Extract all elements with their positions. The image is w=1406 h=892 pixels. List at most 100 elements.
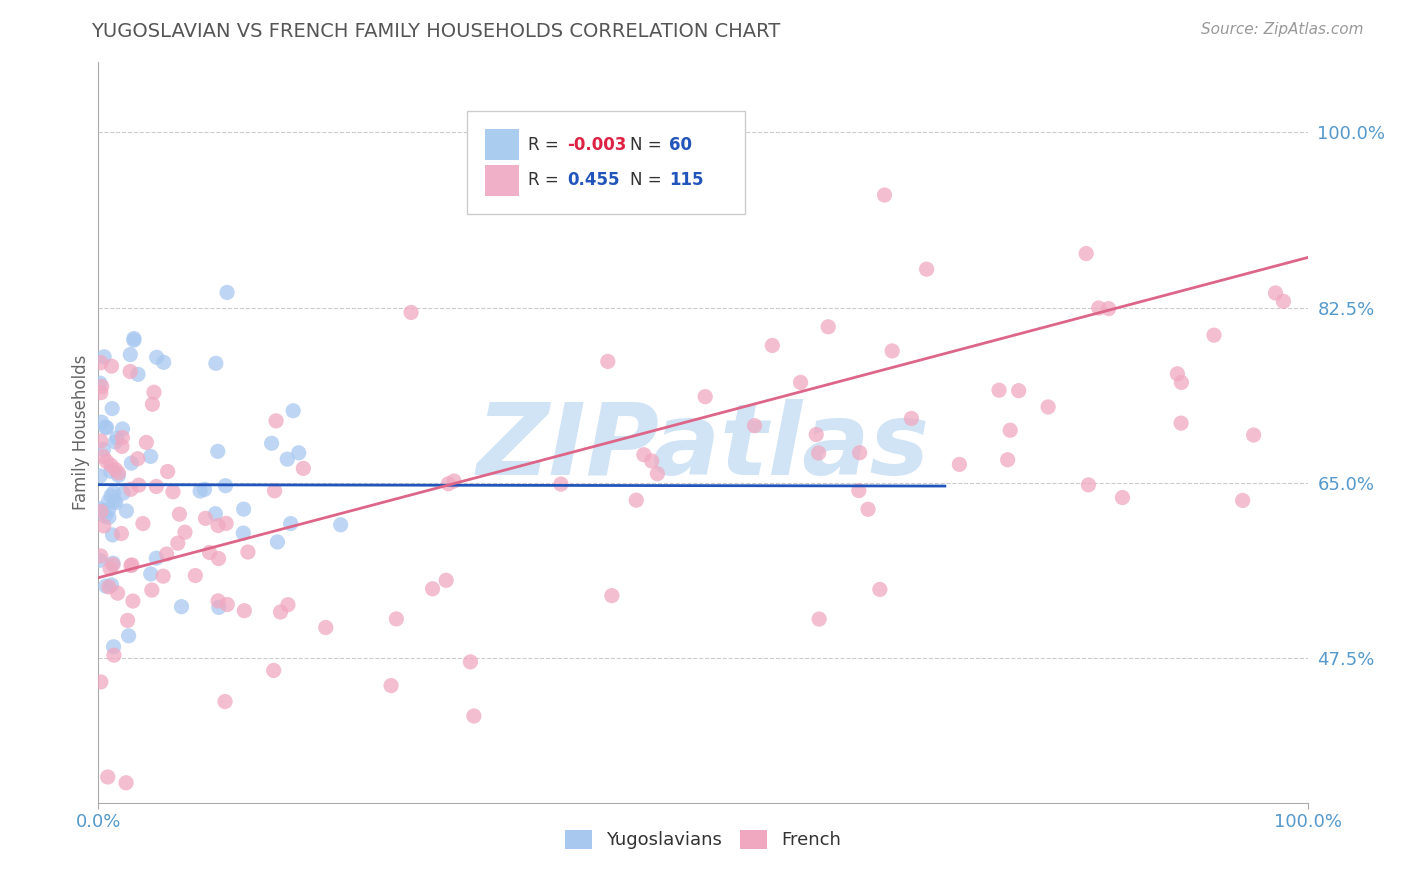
Point [1036, 400, 1059, 414]
Point [1264, 285, 1286, 300]
Point [117, 629, 139, 643]
Point [817, 319, 839, 334]
Point [111, 439, 134, 453]
Point [121, 558, 143, 572]
Bar [485, 165, 519, 195]
Point [90, 549, 112, 563]
Point [117, 614, 139, 628]
Point [236, 545, 259, 559]
Point [127, 451, 149, 466]
Point [94, 420, 117, 434]
Point [283, 403, 305, 417]
Point [107, 586, 129, 600]
Point [315, 621, 337, 635]
Point [329, 517, 352, 532]
Point [100, 464, 122, 478]
Point [205, 356, 228, 370]
Point [233, 604, 256, 618]
Point [174, 525, 197, 540]
Point [89, 469, 111, 483]
Point [97, 580, 120, 594]
Text: Source: ZipAtlas.com: Source: ZipAtlas.com [1201, 22, 1364, 37]
Point [115, 504, 138, 518]
Point [207, 551, 229, 566]
Point [104, 435, 127, 450]
Point [97, 494, 120, 508]
Point [120, 347, 142, 361]
Point [232, 526, 254, 541]
Text: 115: 115 [669, 171, 703, 189]
Point [90, 505, 112, 519]
Point [1166, 367, 1188, 381]
Point [460, 655, 482, 669]
Point [434, 574, 457, 588]
Point [695, 390, 717, 404]
Point [89, 376, 111, 391]
Point [166, 536, 188, 550]
Point [103, 494, 125, 508]
Point [111, 422, 134, 436]
Point [139, 450, 162, 464]
Point [807, 446, 830, 460]
Point [152, 355, 174, 369]
Point [806, 427, 828, 442]
Point [217, 285, 239, 300]
Point [122, 332, 145, 346]
Point [264, 414, 287, 428]
Text: 60: 60 [669, 136, 692, 153]
Point [600, 589, 623, 603]
Point [856, 502, 879, 516]
Point [873, 188, 896, 202]
Point [139, 566, 162, 581]
Point [184, 568, 207, 582]
Point [1170, 376, 1192, 390]
Point [707, 189, 730, 203]
Point [115, 776, 138, 790]
Point [103, 648, 125, 663]
Point [882, 343, 904, 358]
Point [848, 446, 870, 460]
Point [232, 502, 254, 516]
Point [789, 376, 811, 390]
Point [104, 462, 127, 476]
Point [761, 338, 783, 352]
Point [104, 496, 127, 510]
Point [100, 359, 122, 373]
Point [93, 442, 115, 457]
Point [217, 598, 239, 612]
Point [276, 452, 298, 467]
Point [156, 465, 179, 479]
Point [385, 612, 408, 626]
Point [111, 431, 134, 445]
Point [97, 503, 120, 517]
Y-axis label: Family Households: Family Households [72, 355, 90, 510]
Point [122, 594, 145, 608]
Point [260, 436, 283, 450]
Point [141, 583, 163, 598]
Point [1170, 416, 1192, 430]
Point [422, 582, 444, 596]
Point [135, 435, 157, 450]
Point [463, 709, 485, 723]
Point [915, 262, 938, 277]
Point [132, 516, 155, 531]
Point [145, 479, 167, 493]
Point [900, 411, 922, 425]
Text: R =: R = [527, 136, 564, 153]
Point [97, 770, 120, 784]
Point [89, 501, 111, 516]
Point [193, 483, 215, 497]
Point [94, 579, 117, 593]
Point [97, 510, 120, 524]
Point [105, 431, 128, 445]
Point [550, 477, 572, 491]
Point [101, 401, 124, 416]
Point [96, 421, 118, 435]
Point [120, 558, 142, 573]
Point [214, 478, 236, 492]
Point [90, 674, 112, 689]
Point [145, 351, 167, 365]
Point [101, 528, 124, 542]
Point [596, 354, 619, 368]
Point [100, 458, 122, 473]
